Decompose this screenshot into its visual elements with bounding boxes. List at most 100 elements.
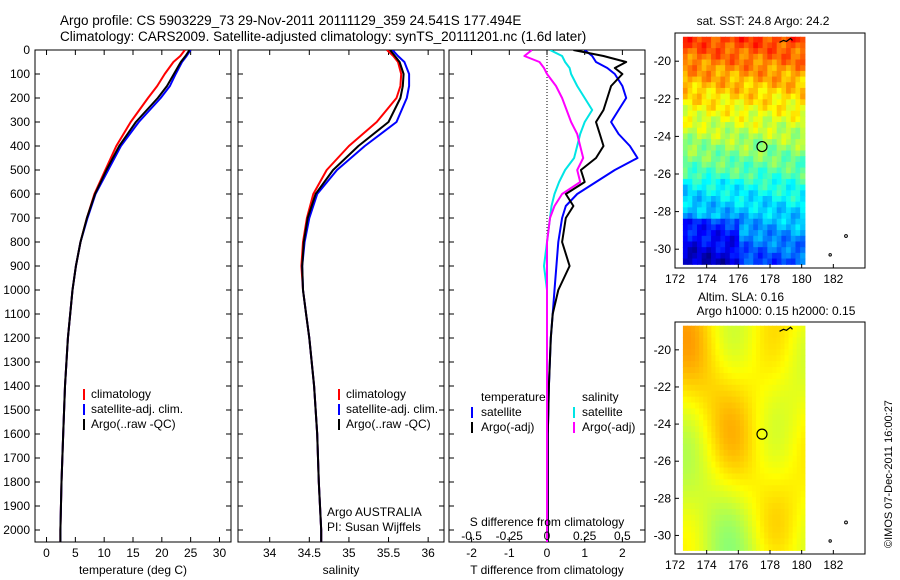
heatmap-cell [691,473,696,480]
heatmap-cell [748,224,754,231]
heatmap-cell [729,258,736,265]
heatmap-cell [727,349,733,356]
heatmap-cell [753,207,759,214]
heatmap-cell [687,82,693,89]
heatmap-cell [734,190,740,197]
heatmap-cell [735,331,741,339]
heatmap-cell [767,48,773,55]
heatmap-cell [762,48,768,55]
heatmap-cell [790,258,797,265]
heatmap-cell [800,520,806,528]
heatmap-cell [800,139,806,146]
heatmap-cell [764,349,769,356]
heatmap-cell [772,485,777,492]
heatmap-cell [711,361,717,368]
heatmap-cell [781,156,787,163]
heatmap-cell [748,161,754,169]
heatmap-cell [731,367,737,374]
heatmap-cell [752,503,757,510]
heatmap-cell [727,408,733,415]
heatmap-cell [800,449,806,457]
heatmap-cell [727,432,733,439]
heatmap-cell [727,438,733,445]
heatmap-cell [739,93,745,100]
heatmap-cell [719,497,725,504]
heatmap-cell [715,65,722,72]
heatmap-cell [699,349,704,356]
heatmap-cell [800,110,806,117]
heatmap-cell [695,378,700,386]
heatmap-cell [691,532,696,540]
heatmap-cell [792,390,798,398]
heatmap-cell [796,461,802,469]
heatmap-cell [772,93,778,100]
heatmap-cell [715,367,721,374]
heatmap-cell [753,190,759,197]
heatmap-cell [734,178,740,186]
heatmap-cell [699,520,704,528]
heatmap-cell [752,544,757,551]
heatmap-cell [748,247,754,254]
heatmap-cell [772,173,778,180]
heatmap-cell [743,520,749,528]
heatmap-cell [764,337,769,345]
heatmap-cell [701,201,707,208]
heatmap-cell [686,467,692,475]
heatmap-cell [776,190,782,197]
heatmap-cell [699,544,704,551]
heatmap-cell [695,432,700,439]
heatmap-cell [682,207,689,214]
heatmap-cell [711,224,717,231]
heatmap-cell [796,367,802,374]
heatmap-cell [691,408,696,415]
heatmap-cell [792,455,798,463]
heatmap-cell [743,127,750,135]
heatmap-cell [739,65,745,72]
heatmap-cell [764,414,769,421]
heatmap-cell [788,503,794,510]
heatmap-cell [686,378,692,386]
heatmap-cell [687,70,693,78]
heatmap-cell [687,99,693,106]
heatmap-cell [795,42,801,49]
heatmap-cell [757,173,764,180]
heatmap-cell [757,178,764,186]
heatmap-cell [703,532,708,540]
heatmap-cell [692,173,698,180]
heatmap-cell [762,144,768,152]
heatmap-cell [788,438,794,445]
heatmap-cell [711,235,717,243]
heatmap-cell [734,258,740,265]
heatmap-cell [701,116,707,123]
heatmap-cell [719,473,725,480]
x-tick-label: 2 [619,546,626,560]
heatmap-cell [792,432,798,439]
heatmap-cell [692,139,698,146]
heatmap-cell [691,461,696,469]
heatmap-cell [701,184,707,191]
heatmap-cell [756,355,761,362]
heatmap-cell [786,247,792,254]
heatmap-cell [686,491,692,498]
heatmap-cell [725,139,731,146]
heatmap-cell [800,479,806,486]
heatmap-cell [752,355,757,362]
heatmap-cell [701,178,707,186]
series-line-argoadj [523,50,585,542]
heatmap-cell [711,196,717,203]
heatmap-cell [686,538,692,545]
heatmap-cell [735,432,741,439]
heatmap-cell [786,76,792,83]
heatmap-cell [772,526,777,534]
heatmap-cell [687,42,693,49]
heatmap-cell [752,443,757,451]
heatmap-cell [743,443,749,451]
heatmap-cell [760,485,765,492]
heatmap-cell [731,520,737,528]
heatmap-cell [795,99,801,106]
heatmap-cell [706,105,712,112]
heatmap-cell [725,116,731,123]
heatmap-cell [686,355,692,362]
heatmap-cell [715,520,721,528]
heatmap-cell [711,485,717,492]
